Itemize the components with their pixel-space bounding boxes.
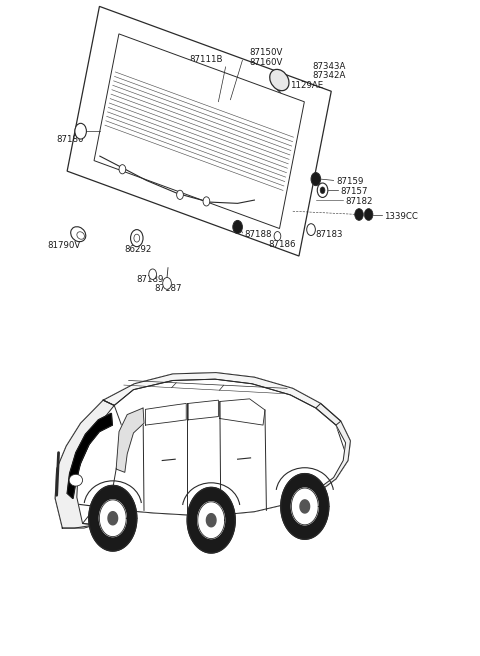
Circle shape xyxy=(311,173,321,186)
Text: 87182: 87182 xyxy=(346,197,373,206)
Text: 86292: 86292 xyxy=(125,245,152,254)
Text: 87159: 87159 xyxy=(336,176,363,186)
Ellipse shape xyxy=(69,474,83,486)
Polygon shape xyxy=(291,488,318,525)
Polygon shape xyxy=(83,379,348,525)
Ellipse shape xyxy=(77,232,84,239)
Text: 87183: 87183 xyxy=(316,230,343,239)
Ellipse shape xyxy=(71,227,86,241)
Polygon shape xyxy=(67,7,331,256)
Polygon shape xyxy=(198,502,225,539)
Polygon shape xyxy=(281,474,329,539)
Circle shape xyxy=(233,220,242,234)
Polygon shape xyxy=(187,487,235,553)
Polygon shape xyxy=(300,500,310,513)
Polygon shape xyxy=(94,34,304,228)
Polygon shape xyxy=(108,512,118,525)
Text: 87157: 87157 xyxy=(341,187,368,196)
Text: 87160V: 87160V xyxy=(250,58,283,67)
Text: 87187: 87187 xyxy=(155,284,182,293)
Polygon shape xyxy=(55,373,350,528)
Ellipse shape xyxy=(270,70,289,91)
Polygon shape xyxy=(55,400,114,528)
Circle shape xyxy=(317,183,328,197)
Circle shape xyxy=(364,209,373,220)
Circle shape xyxy=(75,123,86,139)
Text: 87189: 87189 xyxy=(137,275,164,284)
Circle shape xyxy=(355,209,363,220)
Text: 1339CC: 1339CC xyxy=(384,212,418,221)
Circle shape xyxy=(274,232,281,241)
Text: 87186: 87186 xyxy=(269,239,296,249)
Circle shape xyxy=(163,277,171,289)
Polygon shape xyxy=(89,485,137,551)
Polygon shape xyxy=(67,413,112,499)
Circle shape xyxy=(119,165,126,174)
Circle shape xyxy=(134,234,140,242)
Text: 87343A: 87343A xyxy=(312,62,346,72)
Polygon shape xyxy=(316,403,350,493)
Circle shape xyxy=(307,224,315,236)
Text: 87188: 87188 xyxy=(245,230,272,239)
Text: 1129AE: 1129AE xyxy=(290,81,324,90)
Text: 87111B: 87111B xyxy=(190,54,223,64)
Text: 87342A: 87342A xyxy=(312,71,346,80)
Circle shape xyxy=(177,190,183,199)
Circle shape xyxy=(149,269,156,279)
Polygon shape xyxy=(116,408,144,472)
Text: 87150V: 87150V xyxy=(250,48,283,57)
Circle shape xyxy=(320,187,325,194)
Polygon shape xyxy=(206,514,216,527)
Text: 81790V: 81790V xyxy=(47,241,80,251)
Polygon shape xyxy=(103,373,341,425)
Polygon shape xyxy=(99,500,126,537)
Circle shape xyxy=(131,230,143,247)
Text: 87180: 87180 xyxy=(57,134,84,144)
Circle shape xyxy=(203,197,210,206)
